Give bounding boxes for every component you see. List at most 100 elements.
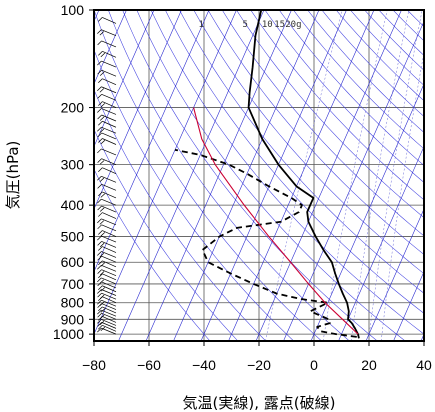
isotherm-line [255,10,402,341]
wind-barb [97,198,117,206]
wind-barb [97,327,117,335]
wind-barb [98,246,117,253]
isotherm-line [94,10,182,210]
y-tick-label: 600 [61,254,85,270]
wind-barb [98,101,117,108]
wind-barb [97,289,117,296]
isotherm-line [94,10,237,335]
temperature-profile-line [247,10,360,339]
x-tick-label: 40 [416,357,432,373]
wind-barb [98,167,117,175]
wind-barb [98,138,117,145]
dry-adiabat [335,10,424,102]
wind-barb [97,69,117,77]
wind-barb [97,86,117,94]
x-tick-label: 0 [310,357,318,373]
isotherm-line [310,83,424,341]
dry-adiabat [207,10,424,255]
mixing-ratio-line [265,10,343,341]
isotherm-line [393,270,424,341]
wind-barb [98,285,117,293]
isotherm-line [365,208,424,341]
wind-barb [97,269,117,276]
wind-barb [98,78,117,86]
y-tick-label: 1000 [53,326,84,342]
dry-adiabat [94,10,322,341]
mixing-ratio-label: 1 [199,20,204,30]
dry-adiabat [250,10,424,201]
y-tick-label: 100 [61,2,85,18]
x-tick-label: −20 [247,357,271,373]
skewed-isotherms [94,10,424,341]
wind-barb [97,29,117,36]
isotherm-line [94,10,127,85]
x-axis-title: 気温(実線), 露点(破線) [183,394,336,412]
wind-barb [97,264,117,272]
wind-barb [97,40,117,48]
wind-barb [97,205,117,213]
wind-barb [97,148,117,156]
y-tick-label: 200 [61,100,85,116]
x-tick-label: −80 [82,357,106,373]
y-tick-label: 400 [61,197,85,213]
dry-adiabat [307,10,424,133]
dry-adiabat [108,10,350,341]
wind-barb [98,230,117,237]
wind-barb [97,224,117,232]
mixing-ratio-label: 15 [274,20,285,30]
wind-barb [98,316,117,323]
dry-adiabat [94,89,266,341]
wind-barb [97,126,117,134]
wind-barb [97,241,117,248]
y-tick-label: 900 [61,311,85,327]
parcel-path-line [193,107,359,335]
isotherm-line [173,10,320,341]
y-tick-label: 800 [61,295,85,311]
dry-adiabat [165,10,424,314]
dry-adiabat [364,10,424,71]
wind-barb [98,51,117,58]
isotherm-line [228,10,375,341]
wind-barb [97,303,117,310]
wind-barb [97,235,117,243]
dry-adiabat [179,10,424,294]
wind-barb [97,218,117,226]
y-tick-label: 500 [61,229,85,245]
isotherm-line [338,145,424,341]
isotherm-line [118,10,265,341]
mixing-ratio-line [322,10,388,341]
x-tick-label: 20 [361,357,377,373]
mixing-ratio-label: 5 [243,20,248,30]
wind-barb [97,183,117,191]
dry-adiabat [293,10,424,150]
wind-barb [97,60,117,68]
isotherm-line [145,10,292,341]
mixing-ratio-labels: 1 5 10 15 20g [199,20,302,30]
dewpoint-profile-line [174,148,357,338]
dry-adiabat [94,128,239,341]
wind-barb [97,251,117,258]
dry-adiabat [150,10,424,335]
wind-barb [98,120,117,128]
y-tick-label: 300 [61,157,85,173]
wind-barb [98,273,117,281]
dry-adiabat [321,10,424,117]
data-series [174,10,360,339]
dry-adiabat [94,168,211,341]
wind-barb [97,309,117,317]
wind-barb [97,255,117,263]
mixing-ratio-label: 10 [262,20,273,30]
isotherm-line [94,10,155,148]
y-tick-label: 700 [61,276,85,292]
wind-barb [97,132,117,140]
wind-barb [97,94,117,101]
wind-barb [97,175,117,183]
wind-barb [98,17,117,24]
wind-barb [97,322,117,329]
dry-adiabat [193,10,424,275]
wind-barb [97,114,117,122]
wind-barb [98,212,117,219]
dry-adiabat [94,49,294,341]
wind-barb [97,108,117,115]
